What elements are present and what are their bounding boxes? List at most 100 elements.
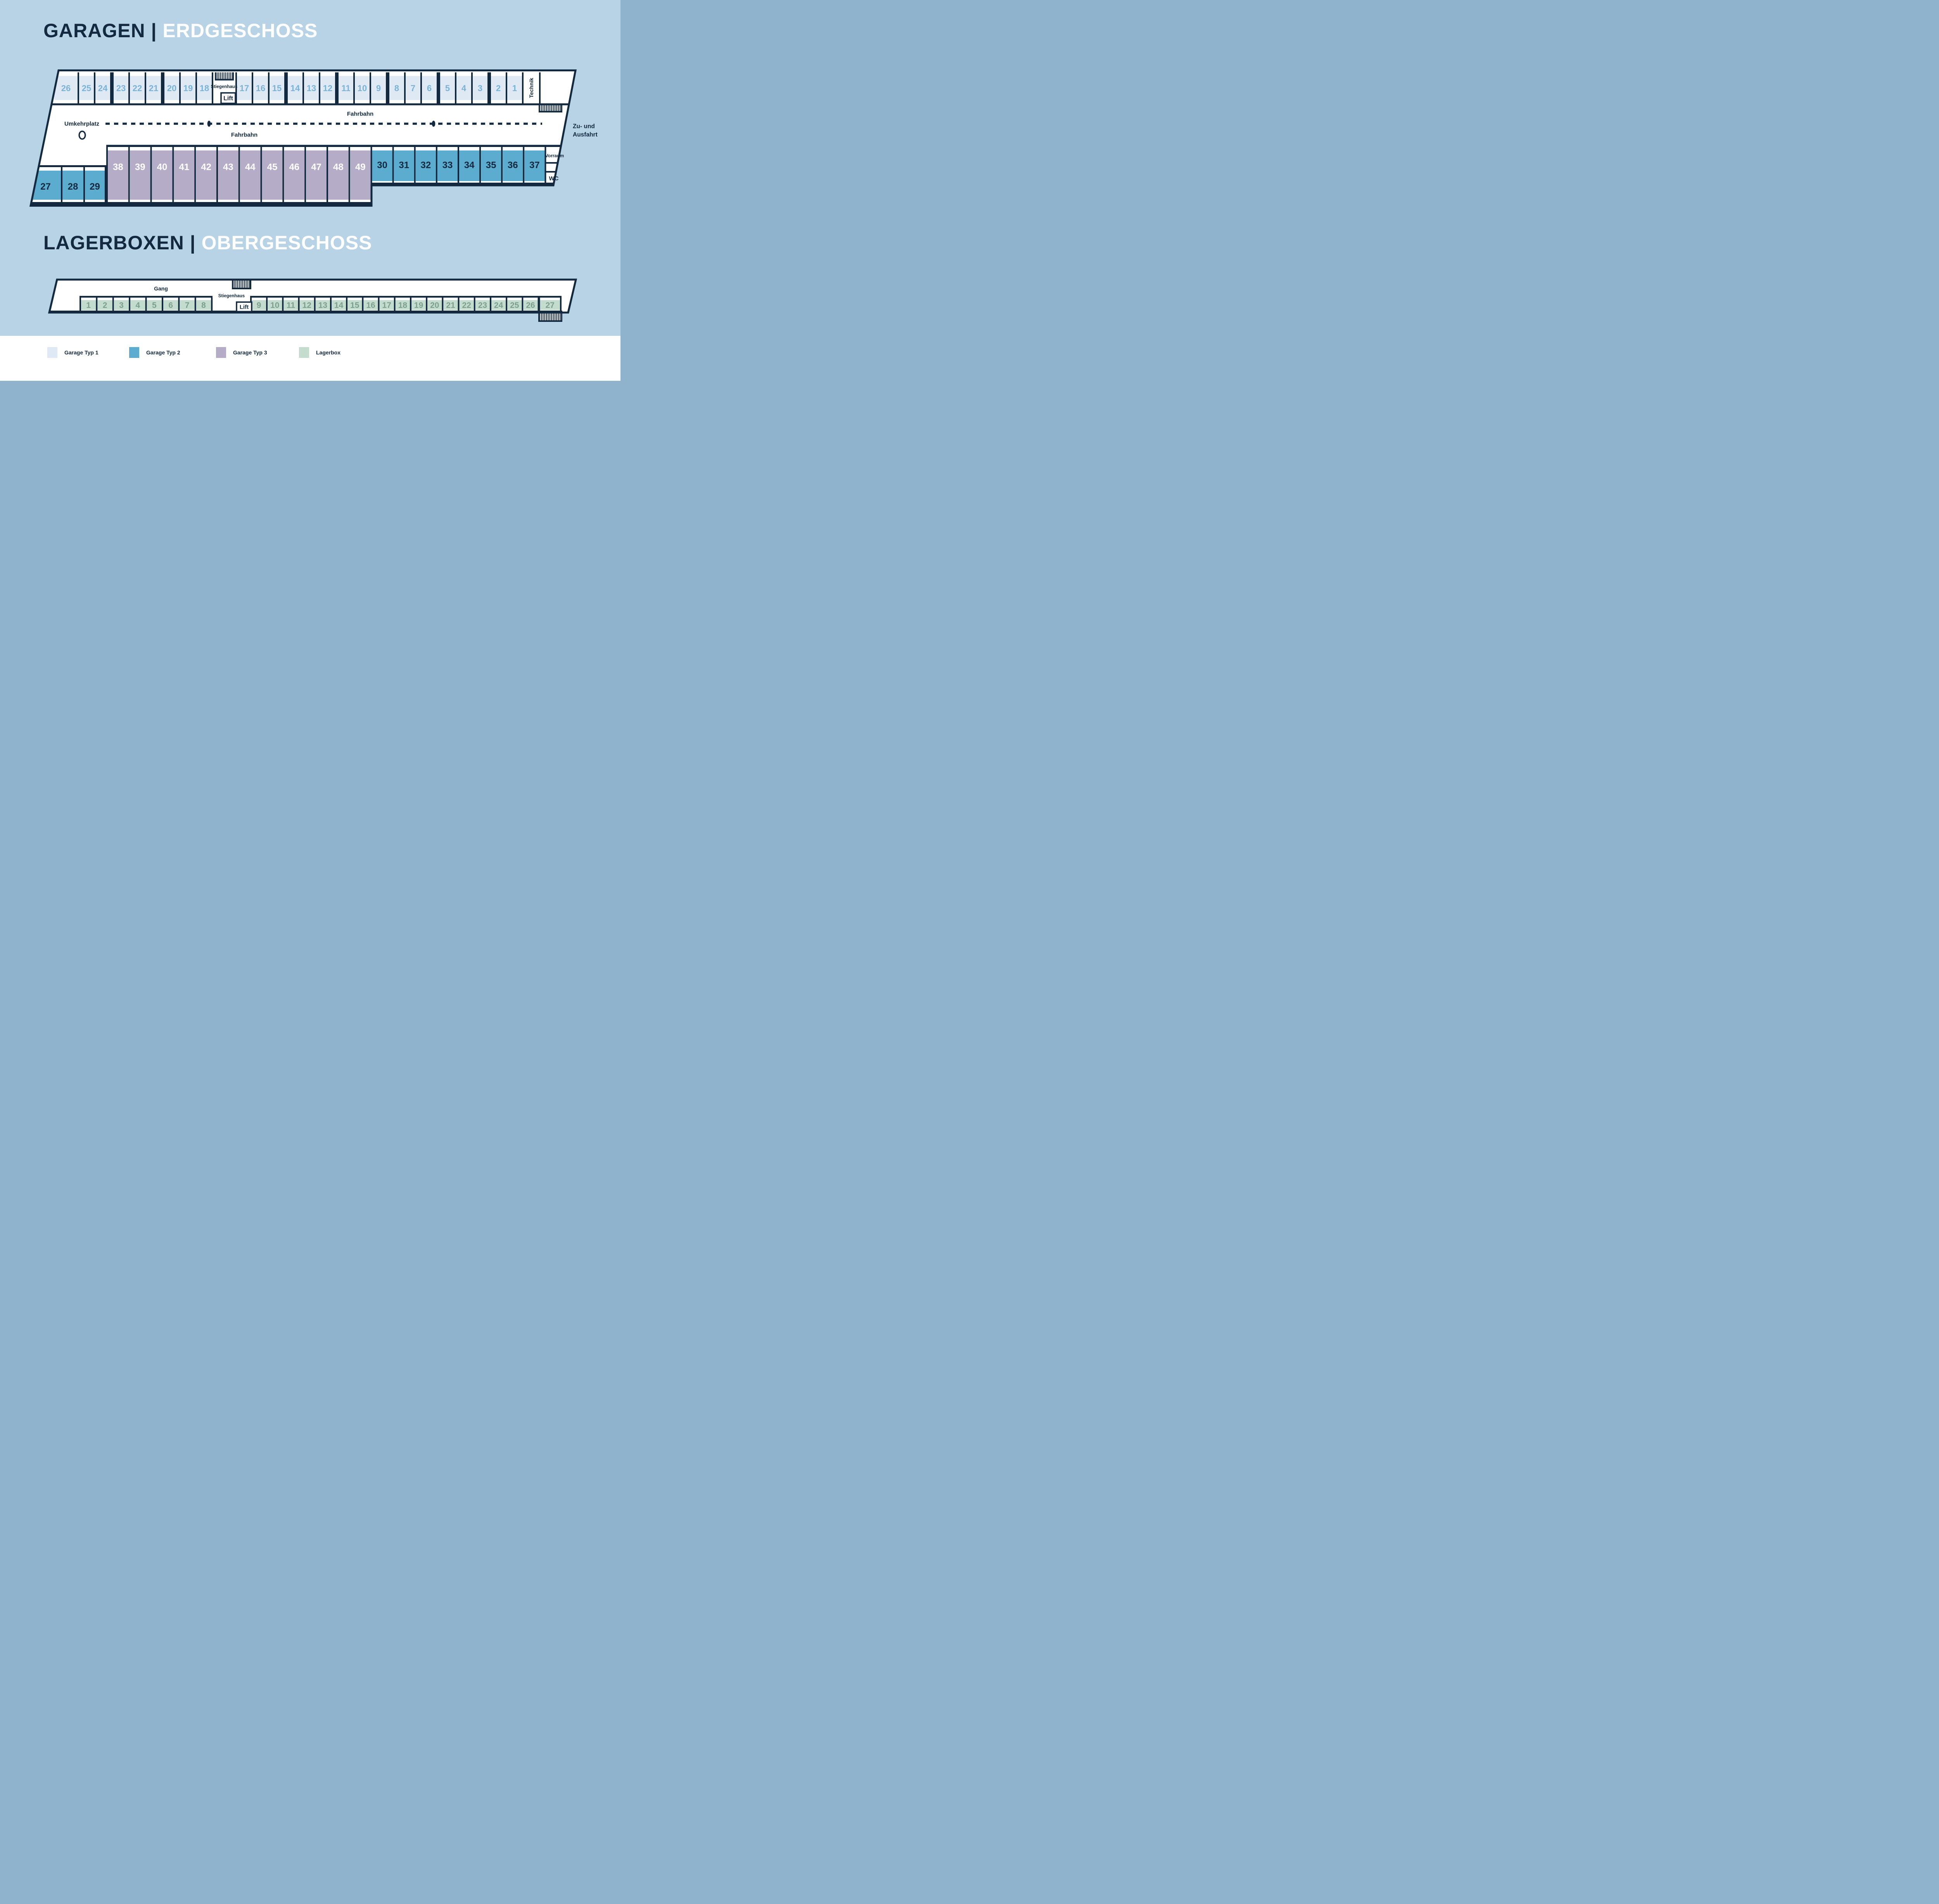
garage-number-42: 42 bbox=[201, 162, 211, 173]
garage-number-39: 39 bbox=[135, 162, 145, 173]
wall bbox=[150, 147, 152, 202]
garage-stall-24 bbox=[95, 76, 110, 100]
title-lager-right: OBERGESCHOSS bbox=[201, 232, 372, 254]
lagerbox-stall-1 bbox=[81, 300, 96, 310]
garage-stall-7 bbox=[406, 76, 420, 100]
wall bbox=[370, 72, 371, 104]
garage-stall-29 bbox=[85, 171, 105, 200]
garage-stall-2 bbox=[491, 76, 506, 100]
lagerbox-number-22: 22 bbox=[462, 301, 471, 310]
wall bbox=[426, 297, 428, 312]
lagerbox-stall-5 bbox=[147, 300, 162, 310]
lagerbox-number-5: 5 bbox=[152, 301, 157, 310]
wall bbox=[378, 297, 380, 312]
lagerbox-number-9: 9 bbox=[257, 301, 261, 310]
wall bbox=[284, 72, 288, 104]
wall bbox=[266, 297, 268, 312]
lagerbox-stall-25 bbox=[507, 300, 522, 310]
lagerbox-stall-11 bbox=[283, 300, 298, 310]
wall bbox=[268, 72, 270, 104]
technik-label: Technik bbox=[528, 78, 534, 98]
garage-stall-46 bbox=[284, 150, 305, 200]
title-lager-left: LAGERBOXEN bbox=[43, 232, 184, 254]
wall bbox=[128, 147, 130, 202]
garage-stall-15 bbox=[270, 76, 284, 100]
wall bbox=[386, 72, 389, 104]
garage-number-35: 35 bbox=[486, 160, 496, 171]
stairs-bar bbox=[215, 79, 234, 81]
wall bbox=[96, 297, 98, 312]
garage-number-36: 36 bbox=[508, 160, 518, 171]
garage-stall-11 bbox=[339, 76, 353, 100]
lager-row-left: 1 2 3 4 5 6 7 8 bbox=[81, 297, 211, 312]
garage-number-43: 43 bbox=[223, 162, 233, 173]
garage-stall-35 bbox=[481, 150, 501, 181]
legend-swatch-typ1 bbox=[47, 347, 57, 358]
garage-stall-17 bbox=[237, 76, 252, 100]
garage-stall-40 bbox=[152, 150, 173, 200]
garage-stall-49 bbox=[350, 150, 371, 200]
bottom-bar-right bbox=[371, 183, 558, 186]
wall bbox=[211, 297, 213, 312]
wall bbox=[178, 297, 180, 312]
stairs-icon bbox=[538, 313, 562, 320]
wall bbox=[506, 72, 507, 104]
garage-number-24: 24 bbox=[98, 83, 108, 93]
stairs-bar bbox=[232, 288, 251, 289]
garage-number-2: 2 bbox=[496, 83, 501, 93]
lagerbox-number-11: 11 bbox=[287, 301, 296, 310]
wall bbox=[522, 297, 524, 312]
lagerbox-number-18: 18 bbox=[398, 301, 408, 310]
garage-number-30: 30 bbox=[377, 160, 387, 171]
wall bbox=[539, 72, 541, 104]
lager-top-bar-left bbox=[79, 296, 213, 298]
garage-number-31: 31 bbox=[399, 160, 409, 171]
lagerbox-stall-2 bbox=[97, 300, 112, 310]
wall bbox=[238, 147, 240, 202]
garage-number-7: 7 bbox=[411, 83, 415, 93]
lagerbox-number-19: 19 bbox=[414, 301, 423, 310]
wall bbox=[523, 147, 525, 183]
lane-dot-icon bbox=[207, 121, 211, 127]
stairs-bar bbox=[538, 320, 562, 322]
lagerbox-number-3: 3 bbox=[119, 301, 124, 310]
title-garagen-divider: | bbox=[151, 20, 157, 41]
lift-label-garagen: Lift bbox=[223, 95, 233, 102]
garage-stall-45 bbox=[262, 150, 283, 200]
garage-number-45: 45 bbox=[267, 162, 278, 173]
garagen-plan: 26 25 24 23 22 21 20 19 18 17 16 15 14 13 12 11 10 9 8 7 6 5 4… bbox=[29, 69, 598, 207]
garage-stall-36 bbox=[503, 150, 523, 181]
fahrbahn-label-upper: Fahrbahn bbox=[347, 111, 373, 117]
stiegenhaus-label-lager: Stiegenhaus bbox=[218, 294, 245, 299]
lagerbox-stall-13 bbox=[315, 300, 330, 310]
garage-stall-39 bbox=[130, 150, 150, 200]
garage-stall-18 bbox=[197, 76, 212, 100]
page-title-garagen: GARAGEN | ERDGESCHOSS bbox=[43, 19, 318, 42]
gang-label: Gang bbox=[154, 285, 168, 292]
wall bbox=[544, 147, 546, 185]
legend-item-lagerbox: Lagerbox bbox=[299, 347, 340, 358]
lagerbox-number-4: 4 bbox=[136, 301, 140, 310]
lift-room-garagen bbox=[220, 92, 236, 104]
floorplan-svg: 26 25 24 23 22 21 20 19 18 17 16 15 14 13 12 11 10 9 8 7 6 5 4… bbox=[29, 69, 598, 322]
wall bbox=[216, 147, 218, 202]
lagerbox-number-20: 20 bbox=[430, 301, 439, 310]
wall bbox=[319, 72, 320, 104]
lagerbox-stall-14 bbox=[332, 300, 346, 310]
wall bbox=[362, 297, 364, 312]
stairs-hatch-lager-bottom bbox=[538, 313, 562, 322]
lagerbox-stall-8 bbox=[196, 300, 211, 310]
garage-number-29: 29 bbox=[90, 181, 100, 192]
title-lager-divider: | bbox=[190, 232, 196, 254]
lagerbox-stall-15 bbox=[347, 300, 362, 310]
garage-stall-31 bbox=[394, 150, 414, 181]
lane-dot-icon bbox=[432, 121, 435, 127]
wall bbox=[353, 72, 355, 104]
wall bbox=[479, 147, 481, 183]
lagerbox-number-10: 10 bbox=[270, 301, 279, 310]
wall bbox=[252, 72, 253, 104]
lagerbox-number-12: 12 bbox=[302, 301, 311, 310]
wall bbox=[129, 297, 131, 312]
page-title-lagerboxen: LAGERBOXEN | OBERGESCHOSS bbox=[43, 232, 372, 254]
wall bbox=[194, 147, 196, 202]
